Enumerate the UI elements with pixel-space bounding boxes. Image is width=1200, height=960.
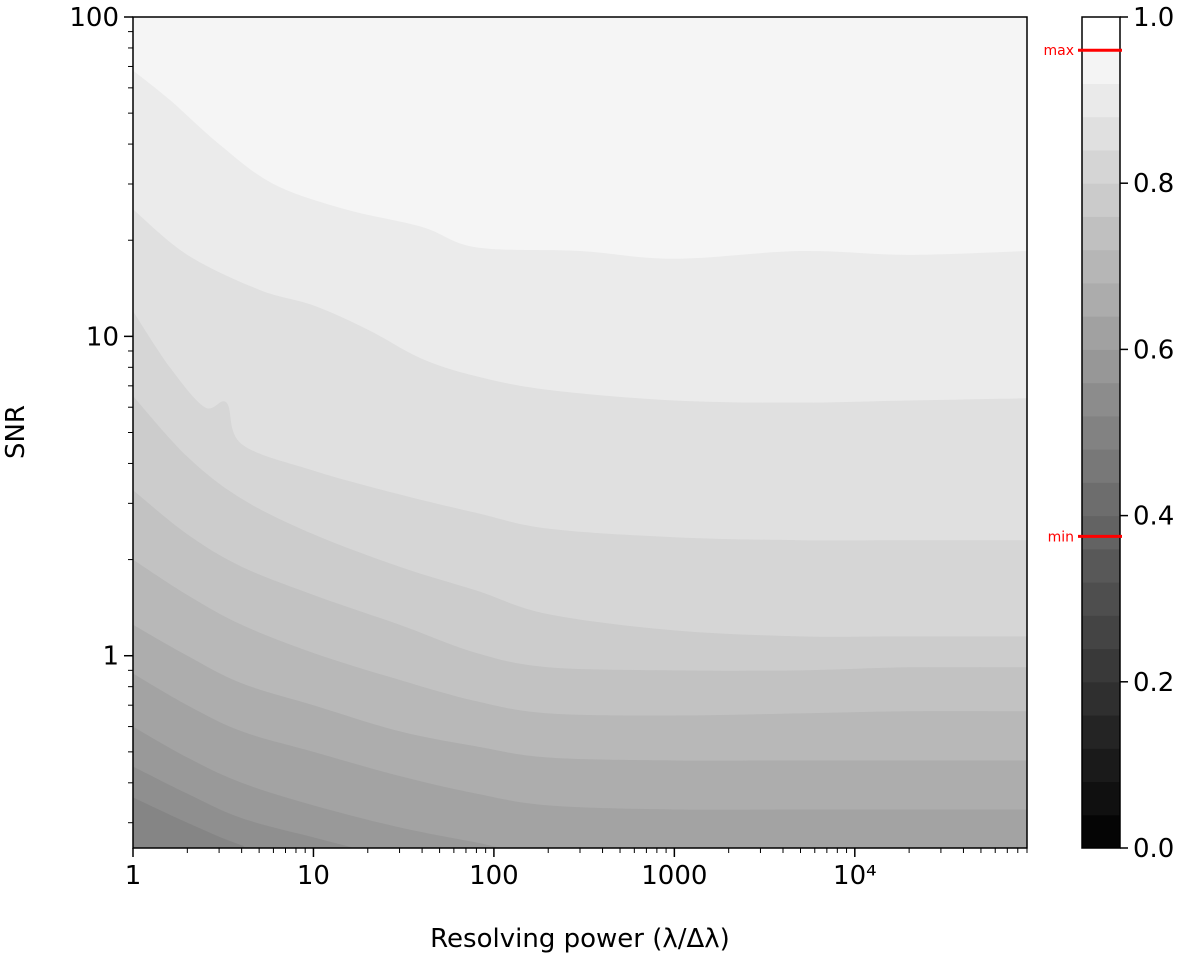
colorbar-band	[1082, 282, 1120, 317]
colorbar-band	[1082, 216, 1120, 251]
colorbar-band	[1082, 681, 1120, 716]
colorbar-marker-label: max	[1043, 43, 1074, 59]
x-tick-label: 1	[125, 861, 142, 891]
contour-fills	[133, 17, 1027, 848]
colorbar-band	[1082, 116, 1120, 151]
colorbar-band	[1082, 515, 1120, 550]
y-tick-label: 1	[102, 642, 119, 672]
y-tick-label: 10	[86, 322, 119, 352]
x-tick-label: 100	[469, 861, 519, 891]
y-tick-label: 100	[69, 3, 119, 33]
colorbar-tick-label: 1.0	[1133, 3, 1174, 33]
colorbar-band	[1082, 582, 1120, 616]
colorbar-band	[1082, 149, 1120, 184]
colorbar-band	[1082, 781, 1120, 816]
colorbar-band	[1082, 183, 1120, 217]
colorbar-band	[1082, 316, 1120, 350]
colorbar-band	[1082, 349, 1120, 384]
contour-band	[133, 673, 1027, 848]
colorbar-band	[1082, 17, 1120, 51]
colorbar-band	[1082, 615, 1120, 650]
colorbar-tick-label: 0.0	[1133, 834, 1174, 864]
colorbar-marker-label: min	[1048, 529, 1074, 545]
colorbar-band	[1082, 648, 1120, 683]
colorbar-tick-label: 0.2	[1133, 668, 1174, 698]
colorbar-tick-label: 0.6	[1133, 335, 1174, 365]
colorbar-tick-label: 0.8	[1133, 169, 1174, 199]
colorbar-band	[1082, 715, 1120, 749]
x-axis: 1 10 100 1000 10⁴	[125, 848, 1028, 891]
colorbar-band	[1082, 249, 1120, 284]
colorbar-band	[1082, 814, 1120, 849]
colorbar-band	[1082, 548, 1120, 583]
colorbar-band	[1082, 415, 1120, 450]
colorbar-border	[1081, 16, 1121, 849]
y-axis: 1 10 100	[69, 3, 133, 824]
x-tick-label: 10⁴	[833, 861, 877, 891]
contour-band	[133, 797, 244, 848]
x-axis-label: Resolving power (λ/Δλ)	[430, 924, 730, 954]
colorbar-band	[1082, 50, 1120, 84]
x-tick-label: 10	[297, 861, 330, 891]
colorbar-band	[1082, 382, 1120, 417]
colorbar-band	[1082, 449, 1120, 483]
colorbar-band	[1082, 83, 1120, 118]
x-tick-label: 1000	[641, 861, 707, 891]
y-axis-label: SNR	[1, 405, 31, 459]
colorbar-tick-label: 0.4	[1133, 502, 1174, 532]
colorbar: 0.0 0.2 0.4 0.6 0.8 1.0 max min	[1043, 3, 1174, 864]
colorbar-band	[1082, 748, 1120, 783]
colorbar-band	[1082, 482, 1120, 517]
